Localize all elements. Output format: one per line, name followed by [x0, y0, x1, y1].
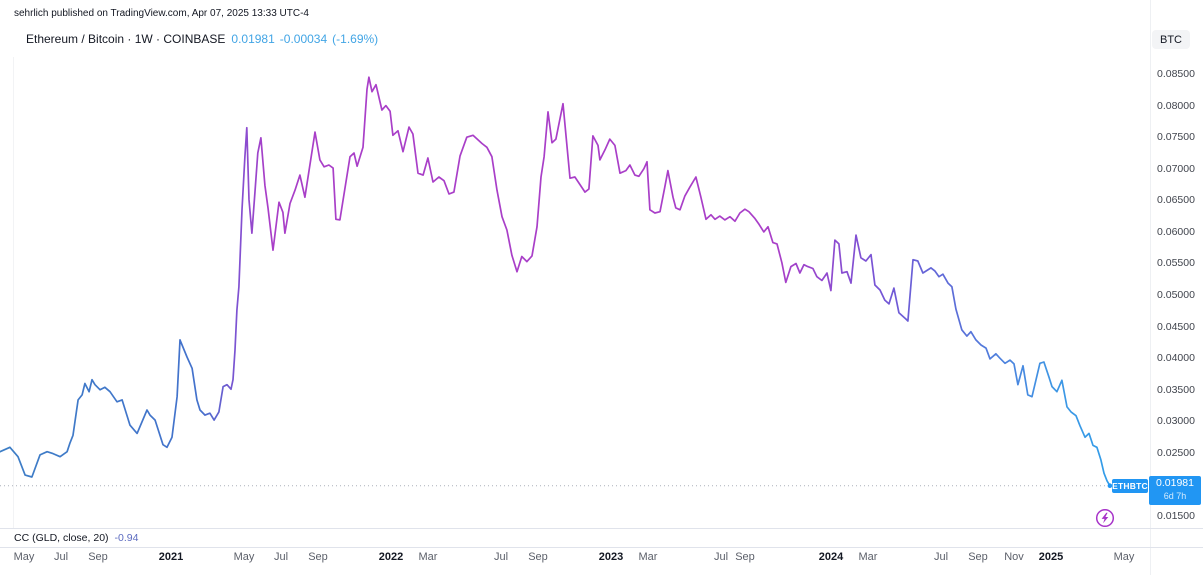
x-axis-tick-label: Nov [1004, 551, 1024, 563]
x-axis-tick-label: 2025 [1038, 551, 1064, 563]
x-axis-tick-label: Sep [88, 551, 108, 563]
legend-last-price: 0.01981 [231, 32, 275, 46]
y-axis-tick-label: 0.06500 [1157, 194, 1195, 207]
y-axis-tick-label: 0.03500 [1157, 383, 1195, 396]
y-axis-tick-label: 0.07000 [1157, 162, 1195, 175]
y-axis-tick-label: 0.05000 [1157, 289, 1195, 302]
attribution-text: sehrlich published on TradingView.com, A… [14, 8, 309, 19]
x-axis-tick-label: Jul [273, 551, 289, 563]
x-axis-tick-label: Sep [528, 551, 548, 563]
x-axis-tick-label: 2023 [598, 551, 624, 563]
series-price-tag: ETHBTC [1112, 478, 1148, 493]
x-axis-tick-label: Jul [713, 551, 729, 563]
time-axis-divider [0, 547, 1203, 548]
x-axis-tick-label: Sep [308, 551, 328, 563]
price-axis-separator [1150, 0, 1151, 575]
x-axis-tick-label: May [1113, 551, 1135, 563]
legend-change: -0.00034 [279, 32, 328, 46]
indicator-legend-cc[interactable]: CC (GLD, close, 20) [14, 532, 109, 544]
x-axis-tick-label: 2022 [378, 551, 404, 563]
y-axis-tick-label: 0.06000 [1157, 225, 1195, 238]
y-axis-tick-label: 0.07500 [1157, 131, 1195, 144]
x-axis-tick-label: Sep [968, 551, 988, 563]
y-axis-tick-label: 0.05500 [1157, 257, 1195, 270]
y-axis-tick-label: 0.08000 [1157, 99, 1195, 112]
x-axis-tick-label: Jul [53, 551, 69, 563]
y-axis-tick-label: 0.01500 [1157, 510, 1195, 523]
x-axis-tick-label: May [13, 551, 35, 563]
lightning-icon [1095, 508, 1115, 528]
x-axis-tick-label: Mar [858, 551, 878, 563]
legend-change-percent: (-1.69%) [332, 32, 379, 46]
x-axis-tick-label: Jul [493, 551, 509, 563]
y-axis-tick-label: 0.04000 [1157, 352, 1195, 365]
x-axis-tick-label: Mar [418, 551, 438, 563]
y-axis-tick-label: 0.08500 [1157, 68, 1195, 80]
axis-label-price: 0.01981 [1156, 477, 1194, 490]
y-axis-tick-label: 0.02500 [1157, 446, 1195, 459]
y-axis-tick-label: 0.03000 [1157, 415, 1195, 428]
x-axis-tick-label: Sep [735, 551, 755, 563]
x-axis-tick-label: May [233, 551, 255, 563]
x-axis-tick-label: 2024 [818, 551, 844, 563]
pane-divider[interactable] [0, 528, 1203, 529]
currency-unit-button[interactable]: BTC [1152, 30, 1190, 49]
series-end-marker-dot [1107, 483, 1113, 489]
y-axis-tick-label: 0.04500 [1157, 320, 1195, 333]
x-axis-tick-label: 2021 [158, 551, 184, 563]
x-axis-tick-label: Mar [638, 551, 658, 563]
last-price-axis-label: 0.01981 6d 7h [1149, 475, 1201, 505]
bar-countdown: 6d 7h [1163, 491, 1187, 502]
lightning-badge-button[interactable] [1095, 508, 1115, 528]
x-axis-tick-label: Jul [933, 551, 949, 563]
indicator-value: -0.94 [114, 532, 139, 544]
symbol-legend[interactable]: Ethereum / Bitcoin · 1W · COINBASE [26, 32, 226, 46]
price-series-line [0, 76, 1111, 487]
